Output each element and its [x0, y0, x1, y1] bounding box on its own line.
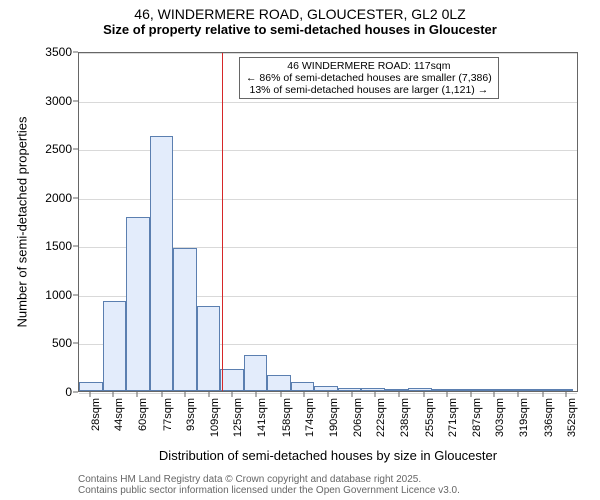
xtick-label: 336sqm [543, 398, 555, 437]
xtick-mark [494, 392, 495, 397]
xtick-label: 141sqm [256, 398, 268, 437]
annotation-line3: 13% of semi-detached houses are larger (… [246, 84, 492, 96]
histogram-bar [173, 248, 197, 391]
xtick-mark [304, 392, 305, 397]
histogram-bar [291, 382, 315, 391]
xtick-label: 222sqm [375, 398, 387, 437]
ytick-label: 1000 [45, 288, 78, 302]
reference-line [222, 53, 223, 391]
xtick-mark [185, 392, 186, 397]
xtick-mark [517, 392, 518, 397]
xtick-mark [375, 392, 376, 397]
chart-subtitle: Size of property relative to semi-detach… [0, 22, 600, 37]
xtick-label: 255sqm [424, 398, 436, 437]
xtick-mark [447, 392, 448, 397]
histogram-bar [244, 355, 268, 391]
xtick-label: 303sqm [494, 398, 506, 437]
xtick-mark [161, 392, 162, 397]
histogram-bar [126, 217, 150, 391]
xtick-label: 190sqm [328, 398, 340, 437]
xtick-label: 44sqm [113, 398, 125, 431]
xtick-mark [328, 392, 329, 397]
xtick-mark [423, 392, 424, 397]
xtick-label: 60sqm [137, 398, 149, 431]
xtick-label: 77sqm [162, 398, 174, 431]
xtick-mark [136, 392, 137, 397]
xtick-label: 287sqm [471, 398, 483, 437]
chart-area: 46 WINDERMERE ROAD: 117sqm← 86% of semi-… [78, 52, 578, 392]
xtick-mark [255, 392, 256, 397]
ytick-label: 500 [52, 336, 78, 350]
xtick-label: 109sqm [209, 398, 221, 437]
histogram-bar [267, 375, 291, 391]
ytick-label: 3000 [45, 94, 78, 108]
ytick-label: 3500 [45, 45, 78, 59]
histogram-bar [526, 389, 550, 391]
xtick-label: 174sqm [304, 398, 316, 437]
histogram-bar [338, 388, 362, 391]
chart-title: 46, WINDERMERE ROAD, GLOUCESTER, GL2 0LZ [0, 6, 600, 22]
xtick-mark [280, 392, 281, 397]
histogram-bar [79, 382, 103, 391]
histogram-bar [432, 389, 456, 391]
xtick-mark [566, 392, 567, 397]
annotation-line1: 46 WINDERMERE ROAD: 117sqm [246, 60, 492, 72]
xtick-label: 238sqm [399, 398, 411, 437]
histogram-bar [150, 136, 174, 391]
gridline [79, 53, 577, 54]
histogram-bar [220, 369, 244, 391]
xtick-mark [470, 392, 471, 397]
ytick-label: 2000 [45, 191, 78, 205]
annotation-line2: ← 86% of semi-detached houses are smalle… [246, 72, 492, 84]
xtick-label: 158sqm [281, 398, 293, 437]
xtick-mark [113, 392, 114, 397]
xtick-mark [232, 392, 233, 397]
histogram-bar [550, 389, 574, 391]
credits-line1: Contains HM Land Registry data © Crown c… [78, 474, 460, 485]
annotation-box: 46 WINDERMERE ROAD: 117sqm← 86% of semi-… [239, 57, 499, 99]
histogram-bar [385, 389, 409, 391]
histogram-bar [197, 306, 221, 391]
credits: Contains HM Land Registry data © Crown c… [78, 474, 460, 496]
y-axis-label: Number of semi-detached properties [15, 117, 30, 328]
histogram-bar [361, 388, 385, 391]
ytick-label: 1500 [45, 239, 78, 253]
xtick-label: 28sqm [90, 398, 102, 431]
xtick-label: 93sqm [185, 398, 197, 431]
histogram-bar [455, 389, 479, 391]
credits-line2: Contains public sector information licen… [78, 485, 460, 496]
xtick-label: 206sqm [352, 398, 364, 437]
xtick-mark [351, 392, 352, 397]
xtick-mark [208, 392, 209, 397]
xtick-label: 352sqm [566, 398, 578, 437]
histogram-bar [479, 389, 503, 391]
histogram-bar [314, 386, 338, 391]
ytick-label: 0 [65, 385, 78, 399]
histogram-bar [408, 388, 432, 391]
xtick-label: 271sqm [447, 398, 459, 437]
histogram-bar [503, 389, 527, 391]
xtick-mark [542, 392, 543, 397]
histogram-bar [103, 301, 127, 391]
xtick-label: 125sqm [232, 398, 244, 437]
xtick-label: 319sqm [518, 398, 530, 437]
xtick-mark [398, 392, 399, 397]
x-axis-label: Distribution of semi-detached houses by … [159, 448, 497, 463]
plot-region: 46 WINDERMERE ROAD: 117sqm← 86% of semi-… [78, 52, 578, 392]
xtick-mark [89, 392, 90, 397]
gridline [79, 102, 577, 103]
ytick-label: 2500 [45, 142, 78, 156]
